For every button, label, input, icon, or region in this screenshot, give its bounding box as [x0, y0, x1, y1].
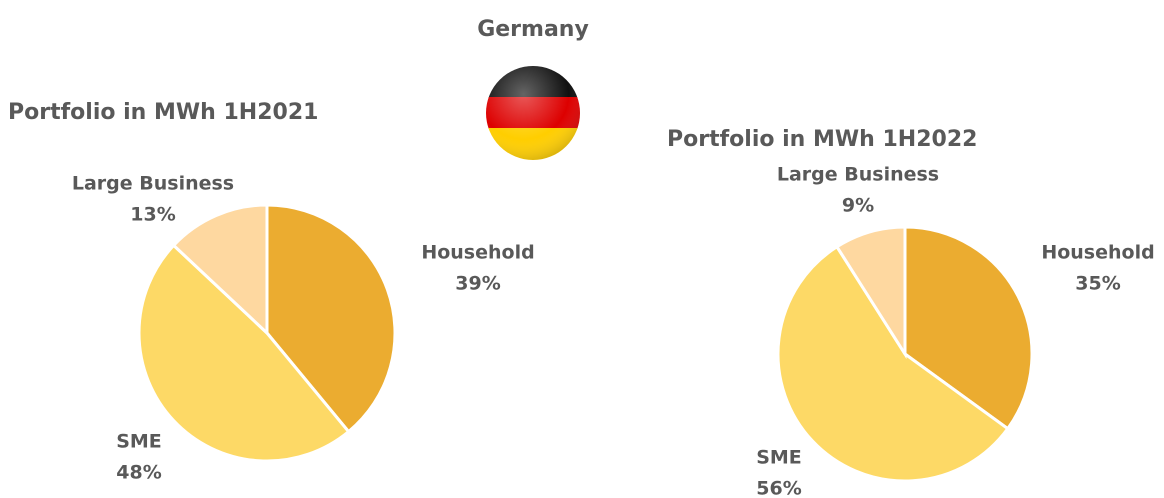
pie-slice — [137, 243, 351, 463]
slice-value-label: 35% — [1075, 273, 1120, 295]
slice-label: SME — [116, 431, 162, 453]
pie-slice — [171, 203, 269, 337]
slice-label: Household — [1041, 242, 1154, 264]
flag — [486, 66, 580, 160]
pie-slice — [776, 244, 1010, 483]
slice-value-label: 56% — [756, 478, 801, 498]
slice-value-label: 48% — [116, 462, 161, 484]
slice-value-label: 39% — [455, 273, 500, 295]
slice-label: Large Business — [72, 173, 234, 195]
slice-label: Large Business — [777, 164, 939, 186]
slice-value-label: 9% — [842, 195, 874, 217]
chart-title: Portfolio in MWh 1H2021 — [8, 100, 318, 125]
slice-label: Household — [421, 242, 534, 264]
pie-slice — [903, 225, 1034, 431]
chart-title: Portfolio in MWh 1H2022 — [667, 127, 977, 152]
page-title: Germany — [477, 17, 589, 42]
pie-slice — [834, 225, 907, 360]
pie-slice — [265, 203, 397, 434]
slice-value-label: 13% — [130, 204, 175, 226]
slice-label: SME — [756, 447, 802, 469]
